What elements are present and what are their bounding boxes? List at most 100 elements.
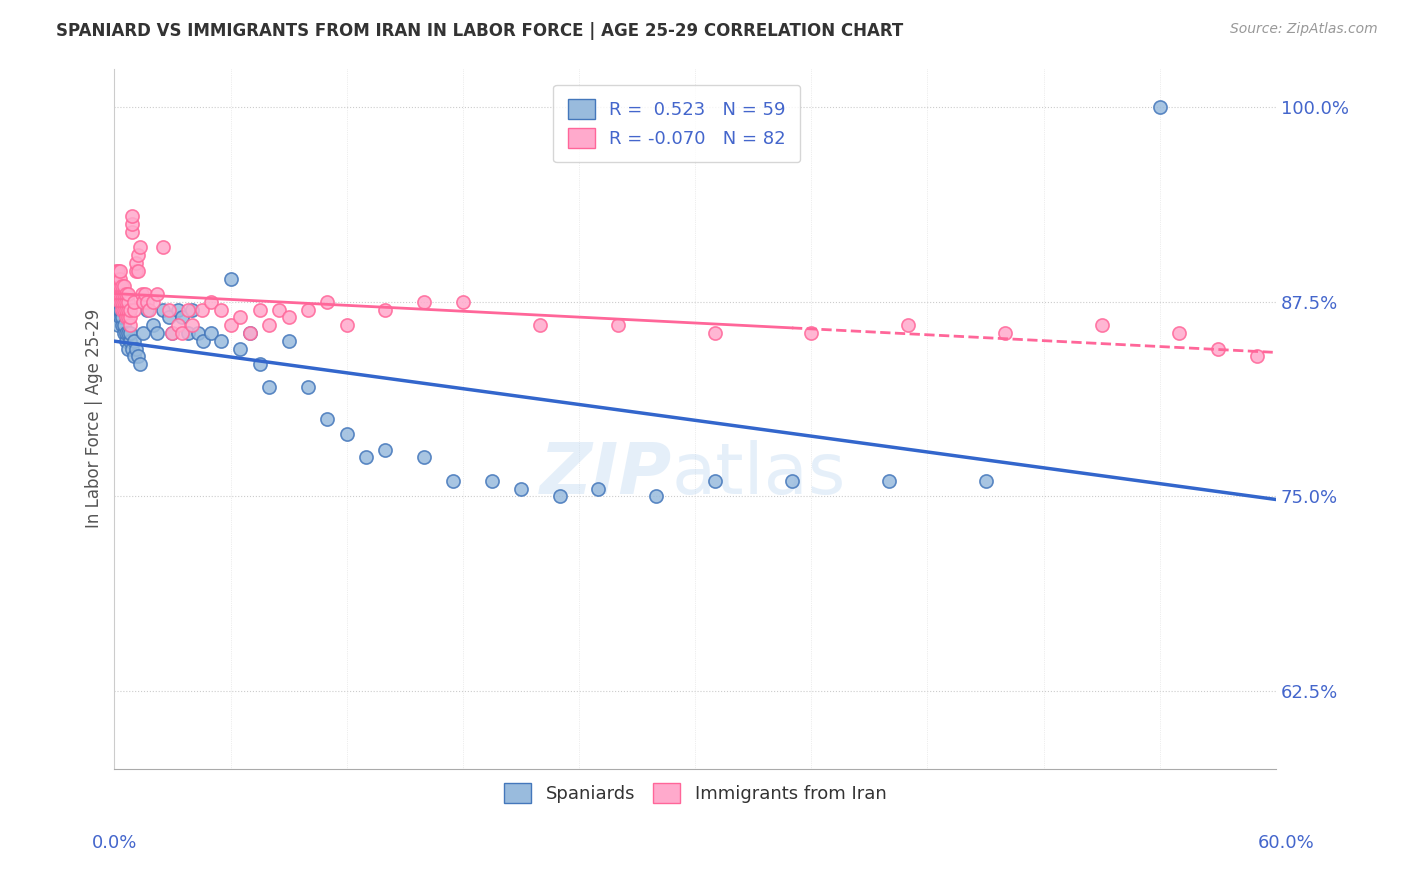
Point [510, 482, 533, 496]
Point [112, 279, 135, 293]
Point [297, 302, 319, 317]
Point [180, 318, 202, 333]
Point [112, 326, 135, 340]
Point [105, 287, 128, 301]
Point [107, 279, 129, 293]
Point [107, 287, 129, 301]
Point [548, 489, 571, 503]
Point [267, 302, 290, 317]
Point [1206, 342, 1229, 356]
Point [336, 318, 359, 333]
Point [117, 294, 139, 309]
Point [118, 334, 141, 348]
Point [645, 489, 668, 503]
Point [105, 302, 128, 317]
Point [111, 310, 134, 325]
Point [877, 474, 900, 488]
Point [146, 287, 169, 301]
Point [336, 427, 359, 442]
Point [1091, 318, 1114, 333]
Point [138, 302, 160, 317]
Point [115, 302, 138, 317]
Point [115, 310, 138, 325]
Point [110, 287, 132, 301]
Point [111, 318, 134, 333]
Point [134, 287, 156, 301]
Point [249, 302, 271, 317]
Point [107, 294, 129, 309]
Point [277, 310, 299, 325]
Point [127, 349, 149, 363]
Point [190, 302, 212, 317]
Point [128, 240, 150, 254]
Point [297, 380, 319, 394]
Point [157, 302, 180, 317]
Point [1246, 349, 1268, 363]
Point [122, 302, 145, 317]
Point [229, 342, 252, 356]
Point [121, 225, 143, 239]
Point [780, 474, 803, 488]
Point [974, 474, 997, 488]
Point [152, 240, 174, 254]
Point [1168, 326, 1191, 340]
Point [115, 334, 138, 348]
Point [112, 318, 135, 333]
Point [588, 482, 610, 496]
Point [118, 302, 141, 317]
Point [229, 310, 252, 325]
Point [112, 302, 135, 317]
Point [136, 302, 159, 317]
Point [122, 349, 145, 363]
Point [193, 334, 215, 348]
Point [122, 294, 145, 309]
Point [239, 326, 262, 340]
Point [374, 302, 396, 317]
Point [441, 474, 464, 488]
Point [259, 380, 281, 394]
Point [107, 318, 129, 333]
Point [219, 318, 242, 333]
Point [481, 474, 503, 488]
Point [277, 334, 299, 348]
Point [219, 271, 242, 285]
Point [994, 326, 1017, 340]
Point [152, 302, 174, 317]
Point [249, 357, 271, 371]
Point [118, 310, 141, 325]
Point [117, 310, 139, 325]
Point [127, 264, 149, 278]
Point [117, 287, 139, 301]
Point [529, 318, 551, 333]
Point [115, 326, 138, 340]
Point [316, 411, 339, 425]
Point [128, 357, 150, 371]
Point [132, 294, 155, 309]
Point [897, 318, 920, 333]
Point [606, 318, 628, 333]
Point [121, 210, 143, 224]
Point [136, 294, 159, 309]
Point [800, 326, 823, 340]
Point [142, 294, 165, 309]
Point [374, 442, 396, 457]
Point [115, 294, 138, 309]
Point [259, 318, 281, 333]
Point [451, 294, 474, 309]
Point [111, 287, 134, 301]
Point [105, 264, 128, 278]
Point [122, 334, 145, 348]
Point [209, 302, 232, 317]
Point [132, 326, 155, 340]
Point [413, 294, 436, 309]
Point [180, 302, 202, 317]
Text: atlas: atlas [672, 440, 846, 509]
Point [209, 334, 232, 348]
Text: 60.0%: 60.0% [1258, 834, 1315, 852]
Point [117, 302, 139, 317]
Point [112, 294, 135, 309]
Point [200, 294, 222, 309]
Point [703, 326, 725, 340]
Point [110, 302, 132, 317]
Point [354, 450, 377, 465]
